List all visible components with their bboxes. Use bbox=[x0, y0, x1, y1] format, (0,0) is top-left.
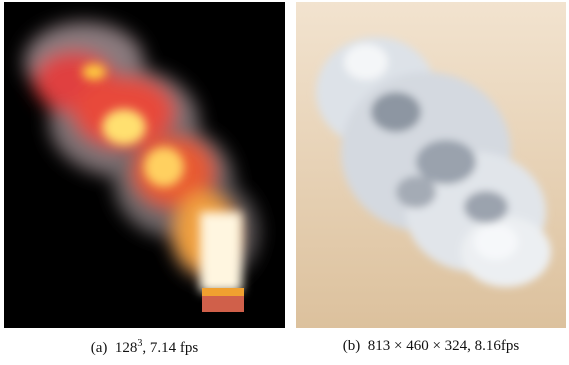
fire-render bbox=[4, 2, 285, 328]
body: (a) 1283, 7.14 fps (b) 813 × 460 × 324, … bbox=[0, 0, 569, 365]
caption-text: 813 × 460 × 324, 8.16fps bbox=[368, 338, 520, 354]
caption-b: (b) 813 × 460 × 324, 8.16fps bbox=[296, 338, 566, 355]
caption-a: (a) 1283, 7.14 fps bbox=[4, 338, 285, 357]
caption-text: 128 bbox=[115, 340, 138, 356]
figure: (a) 1283, 7.14 fps (b) 813 × 460 × 324, … bbox=[0, 0, 569, 365]
caption-text: , 7.14 fps bbox=[142, 340, 198, 356]
page: {"figures": [ {"label": "(a)", "caption"… bbox=[0, 0, 569, 365]
caption-label: (b) bbox=[343, 338, 361, 354]
smoke-render bbox=[296, 2, 566, 328]
caption-label: (a) bbox=[91, 340, 108, 356]
